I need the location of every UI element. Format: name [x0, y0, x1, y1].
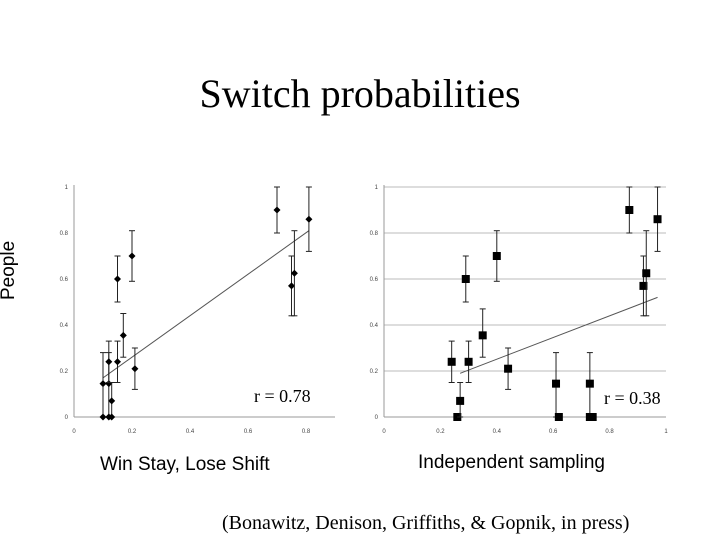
chart-2-data-point [447, 357, 456, 366]
chart-2-data-point [464, 357, 473, 366]
chart-1-data-point [131, 365, 139, 373]
chart-1-x-tick-label: 0.6 [244, 429, 253, 435]
chart-1-data-point [108, 397, 116, 405]
chart-2-data-point [585, 379, 594, 388]
chart-2-x-tick-label: 0.2 [436, 429, 445, 435]
chart-1-y-tick-label: 0.4 [60, 323, 69, 329]
chart-2-x-tick-label: 0.6 [549, 429, 558, 435]
chart-1-data-point [290, 269, 298, 277]
chart-2-data-point [554, 413, 563, 421]
chart-2-data-point [492, 252, 501, 260]
chart-1-data-point [105, 380, 113, 388]
chart-2-x-tick-label: 0 [382, 429, 386, 435]
chart-2-y-tick-label: 0.6 [370, 277, 379, 283]
chart-2-r-label: r = 0.38 [604, 388, 661, 408]
chart-1-y-tick-label: 0 [65, 415, 69, 421]
chart-1-x-tick-label: 0.8 [302, 429, 311, 435]
chart-2-data-point [642, 269, 651, 278]
chart-2-y-tick-label: 0.8 [370, 231, 379, 237]
chart-2-data-point [504, 364, 513, 373]
chart-2-data-point [639, 281, 648, 290]
chart-1-r-label: r = 0.78 [254, 386, 311, 406]
chart-1-data-point [128, 252, 136, 260]
chart-1-data-point [108, 413, 116, 421]
chart-2-x-tick-label: 1 [664, 429, 668, 435]
chart-2-data-point [552, 379, 561, 388]
chart-2-y-tick-label: 0 [375, 415, 379, 421]
chart-2-data-point [461, 275, 470, 283]
page-title: Switch probabilities [199, 71, 521, 116]
chart-1-data-point [119, 331, 127, 339]
chart-2-data-point [625, 206, 634, 214]
citation: (Bonawitz, Denison, Griffiths, & Gopnik,… [222, 512, 630, 534]
chart-2-fit-line [459, 296, 658, 374]
chart-1-x-tick-label: 0.4 [186, 429, 195, 435]
chart-1-y-tick-label: 0.6 [60, 277, 69, 283]
chart-2-data-point [588, 413, 597, 421]
chart-1-data-point [114, 275, 121, 283]
chart-2-data-point [456, 396, 465, 405]
chart-1-data-point [99, 380, 107, 388]
chart-1-data-point [105, 358, 113, 366]
chart-2-y-tick-label: 0.2 [370, 369, 379, 375]
chart-1-data-point [114, 358, 121, 366]
chart-1-y-tick-label: 0.8 [60, 231, 69, 237]
chart-1-fit-line [102, 230, 310, 379]
chart-1-x-tick-label: 0 [72, 429, 76, 435]
chart-1-y-tick-label: 1 [65, 185, 69, 191]
chart-1-data-point [288, 282, 295, 290]
chart-2-data-point [653, 215, 662, 224]
chart-1-data-point [273, 206, 281, 214]
chart-1-data-point [99, 413, 107, 421]
chart-1-y-tick-label: 0.2 [60, 369, 69, 375]
chart-1-caption: Win Stay, Lose Shift [100, 454, 270, 475]
chart-2-y-tick-label: 0.4 [370, 323, 379, 329]
chart-2-y-tick-label: 1 [375, 185, 379, 191]
chart-2-caption: Independent sampling [418, 452, 605, 473]
chart-2-x-tick-label: 0.8 [605, 429, 614, 435]
chart-2-x-tick-label: 0.4 [493, 429, 502, 435]
chart-1-data-point [305, 215, 313, 223]
chart-1-x-tick-label: 0.2 [128, 429, 137, 435]
chart-2-data-point [478, 331, 487, 340]
